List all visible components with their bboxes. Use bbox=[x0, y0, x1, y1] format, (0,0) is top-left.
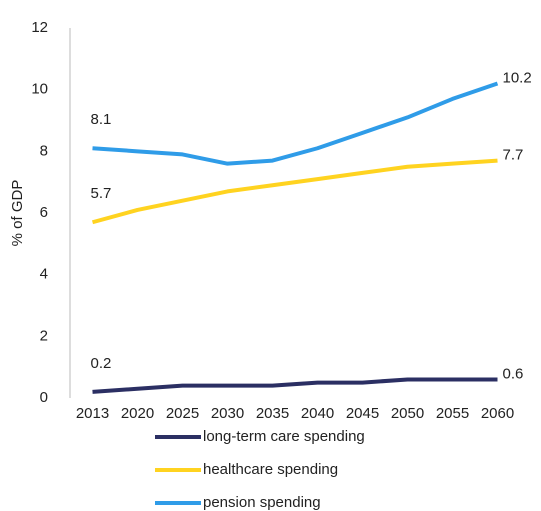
y-tick-label: 8 bbox=[40, 142, 48, 159]
y-tick-label: 10 bbox=[31, 81, 48, 98]
data-label: 5.7 bbox=[91, 185, 112, 202]
y-tick-label: 2 bbox=[40, 327, 48, 344]
x-tick-label: 2020 bbox=[121, 405, 154, 422]
y-tick-label: 6 bbox=[40, 204, 48, 221]
y-tick-label: 4 bbox=[40, 266, 48, 283]
y-tick-label: 0 bbox=[40, 389, 48, 406]
x-tick-label: 2050 bbox=[391, 405, 424, 422]
series-line bbox=[91, 158, 498, 225]
series-line bbox=[92, 377, 498, 394]
x-tick-label: 2030 bbox=[211, 405, 244, 422]
x-tick-label: 2040 bbox=[301, 405, 334, 422]
x-tick-label: 2055 bbox=[436, 405, 469, 422]
x-tick-label: 2035 bbox=[256, 405, 289, 422]
data-label: 8.1 bbox=[91, 111, 112, 128]
data-label: 7.7 bbox=[503, 147, 524, 164]
data-label: 0.2 bbox=[91, 355, 112, 372]
x-tick-label: 2045 bbox=[346, 405, 379, 422]
x-tick-label: 2025 bbox=[166, 405, 199, 422]
y-axis-title: % of GDP bbox=[9, 180, 26, 247]
legend-label: pension spending bbox=[203, 494, 321, 511]
legend-label: healthcare spending bbox=[203, 461, 338, 478]
y-tick-label: 12 bbox=[31, 19, 48, 36]
x-tick-label: 2060 bbox=[481, 405, 514, 422]
data-label: 10.2 bbox=[503, 69, 532, 86]
legend-label: long-term care spending bbox=[203, 428, 365, 445]
series-line bbox=[92, 81, 499, 166]
x-tick-label: 2013 bbox=[76, 405, 109, 422]
data-label: 0.6 bbox=[503, 365, 524, 382]
